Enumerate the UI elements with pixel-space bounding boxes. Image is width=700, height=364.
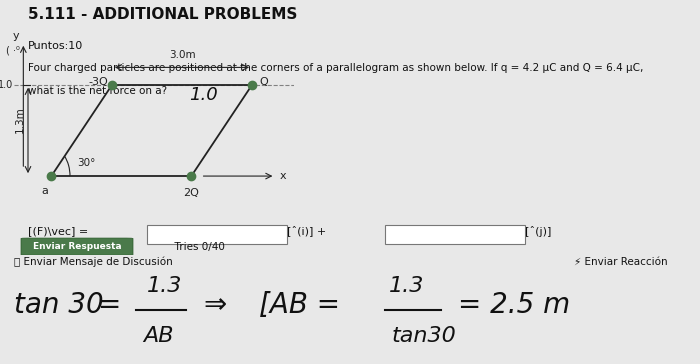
Text: x: x (280, 171, 286, 181)
Text: 1.3m: 1.3m (15, 106, 24, 132)
Text: ( ·⁰: ( ·⁰ (6, 46, 20, 55)
FancyBboxPatch shape (385, 225, 525, 244)
Text: 🔍 Enviar Mensaje de Discusión: 🔍 Enviar Mensaje de Discusión (14, 257, 173, 267)
Text: = 2.5 m: = 2.5 m (458, 291, 570, 319)
Text: 1.3: 1.3 (147, 276, 183, 296)
Text: Tries 0/40: Tries 0/40 (168, 242, 225, 252)
Text: what is the net force on a?: what is the net force on a? (28, 86, 167, 96)
Text: Enviar Respuesta: Enviar Respuesta (33, 242, 121, 251)
Text: -3Q: -3Q (88, 77, 108, 87)
FancyBboxPatch shape (147, 225, 287, 244)
Text: 2Q: 2Q (183, 188, 199, 198)
Text: AB: AB (144, 326, 174, 345)
Text: [AB =: [AB = (259, 291, 340, 319)
Text: tan 30: tan 30 (14, 291, 104, 319)
Text: =: = (98, 291, 121, 319)
Text: [ˆ(i)] +: [ˆ(i)] + (287, 226, 326, 237)
Text: Four charged particles are positioned at the corners of a parallelogram as shown: Four charged particles are positioned at… (28, 63, 643, 73)
Text: 3.0m: 3.0m (169, 50, 195, 60)
Text: Q: Q (259, 77, 268, 87)
Text: Puntos:10: Puntos:10 (28, 41, 83, 51)
Text: y: y (13, 31, 20, 41)
FancyBboxPatch shape (21, 238, 133, 255)
Text: 1.3: 1.3 (389, 276, 424, 296)
Text: ⇒: ⇒ (203, 291, 226, 319)
Text: 1.0: 1.0 (189, 86, 218, 104)
Text: [ˆ(j)]: [ˆ(j)] (525, 226, 552, 237)
Text: [(F)\vec] =: [(F)\vec] = (28, 226, 88, 236)
Text: 30°: 30° (77, 158, 95, 167)
Text: 1.0: 1.0 (0, 80, 13, 90)
Text: ⚡ Enviar Reacción: ⚡ Enviar Reacción (574, 257, 668, 267)
Text: 5.111 - ADDITIONAL PROBLEMS: 5.111 - ADDITIONAL PROBLEMS (28, 7, 298, 22)
Text: a: a (41, 186, 48, 195)
Text: tan30: tan30 (392, 326, 457, 345)
